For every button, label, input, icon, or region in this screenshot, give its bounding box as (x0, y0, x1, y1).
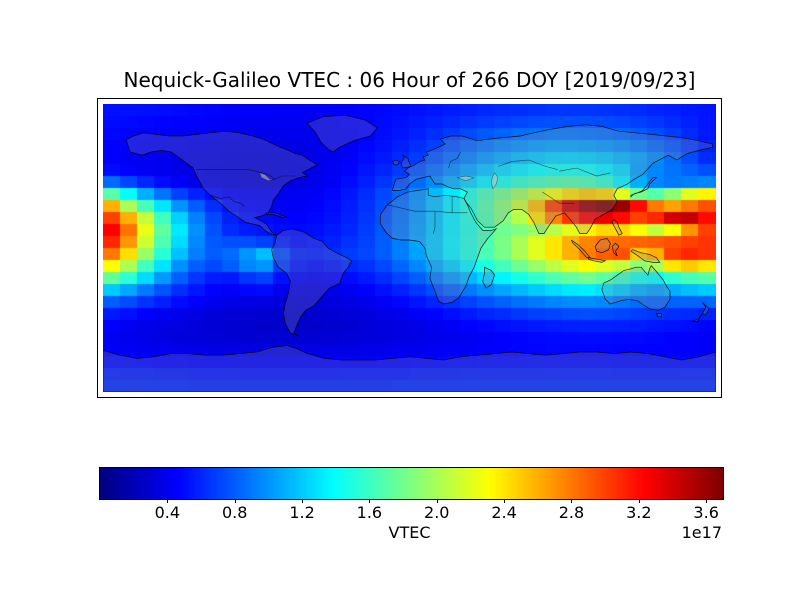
landmass-outline (611, 242, 620, 257)
landmass-outline (630, 249, 661, 263)
country-border-line (210, 194, 245, 207)
country-border-line (387, 204, 453, 214)
landmass-outline (594, 238, 611, 254)
colorbar-tick-label: 3.2 (626, 503, 652, 522)
colorbar-offset-text: 1e17 (681, 523, 722, 542)
colorbar-axis-label: VTEC (388, 523, 431, 542)
landmass-outline (400, 154, 412, 169)
country-border-line (451, 196, 468, 214)
country-border-line (497, 159, 558, 170)
country-border-line (542, 191, 575, 204)
world-coastlines-overlay (103, 114, 716, 392)
lake-outline (456, 175, 476, 182)
landmass-outline (482, 266, 495, 289)
map-axes-frame (97, 98, 722, 398)
landmass-outline (103, 345, 716, 392)
plot-title: Nequick-Galileo VTEC : 06 Hour of 266 DO… (123, 68, 696, 92)
colorbar-tick-label: 1.6 (356, 503, 383, 522)
landmass-outline (611, 218, 623, 236)
landmass-outline (601, 264, 671, 311)
landmass-outline (266, 212, 289, 218)
colorbar (99, 467, 724, 500)
lake-outline (490, 172, 499, 190)
landmass-outline (392, 124, 713, 234)
landmass-outline (692, 313, 703, 322)
colorbar-tick-label: 2.0 (424, 503, 450, 522)
landmass-outline (630, 177, 658, 198)
vtec-heatmap-canvas (103, 104, 716, 392)
colorbar-tick-label: 0.4 (154, 503, 181, 522)
country-border-line (448, 151, 461, 169)
country-border-line (559, 167, 611, 177)
landmass-outline (271, 228, 353, 337)
landmass-outline (655, 313, 662, 318)
landmass-outline (570, 239, 591, 258)
colorbar-tick-label: 2.4 (491, 503, 517, 522)
colorbar-gradient-canvas (100, 468, 723, 499)
colorbar-tick-label: 3.6 (693, 503, 719, 522)
landmass-outline (587, 257, 607, 263)
landmass-outline (392, 159, 400, 166)
colorbar-tick-label: 1.2 (289, 503, 315, 522)
landmass-outline (701, 302, 710, 316)
colorbar-tick-label: 0.8 (221, 503, 248, 522)
country-border-line (433, 211, 436, 234)
country-border-line (196, 169, 296, 180)
landmass-outline (126, 130, 319, 236)
colorbar-tick-label: 2.8 (558, 503, 585, 522)
landmass-outline (380, 188, 498, 305)
landmass-outline (306, 114, 378, 153)
